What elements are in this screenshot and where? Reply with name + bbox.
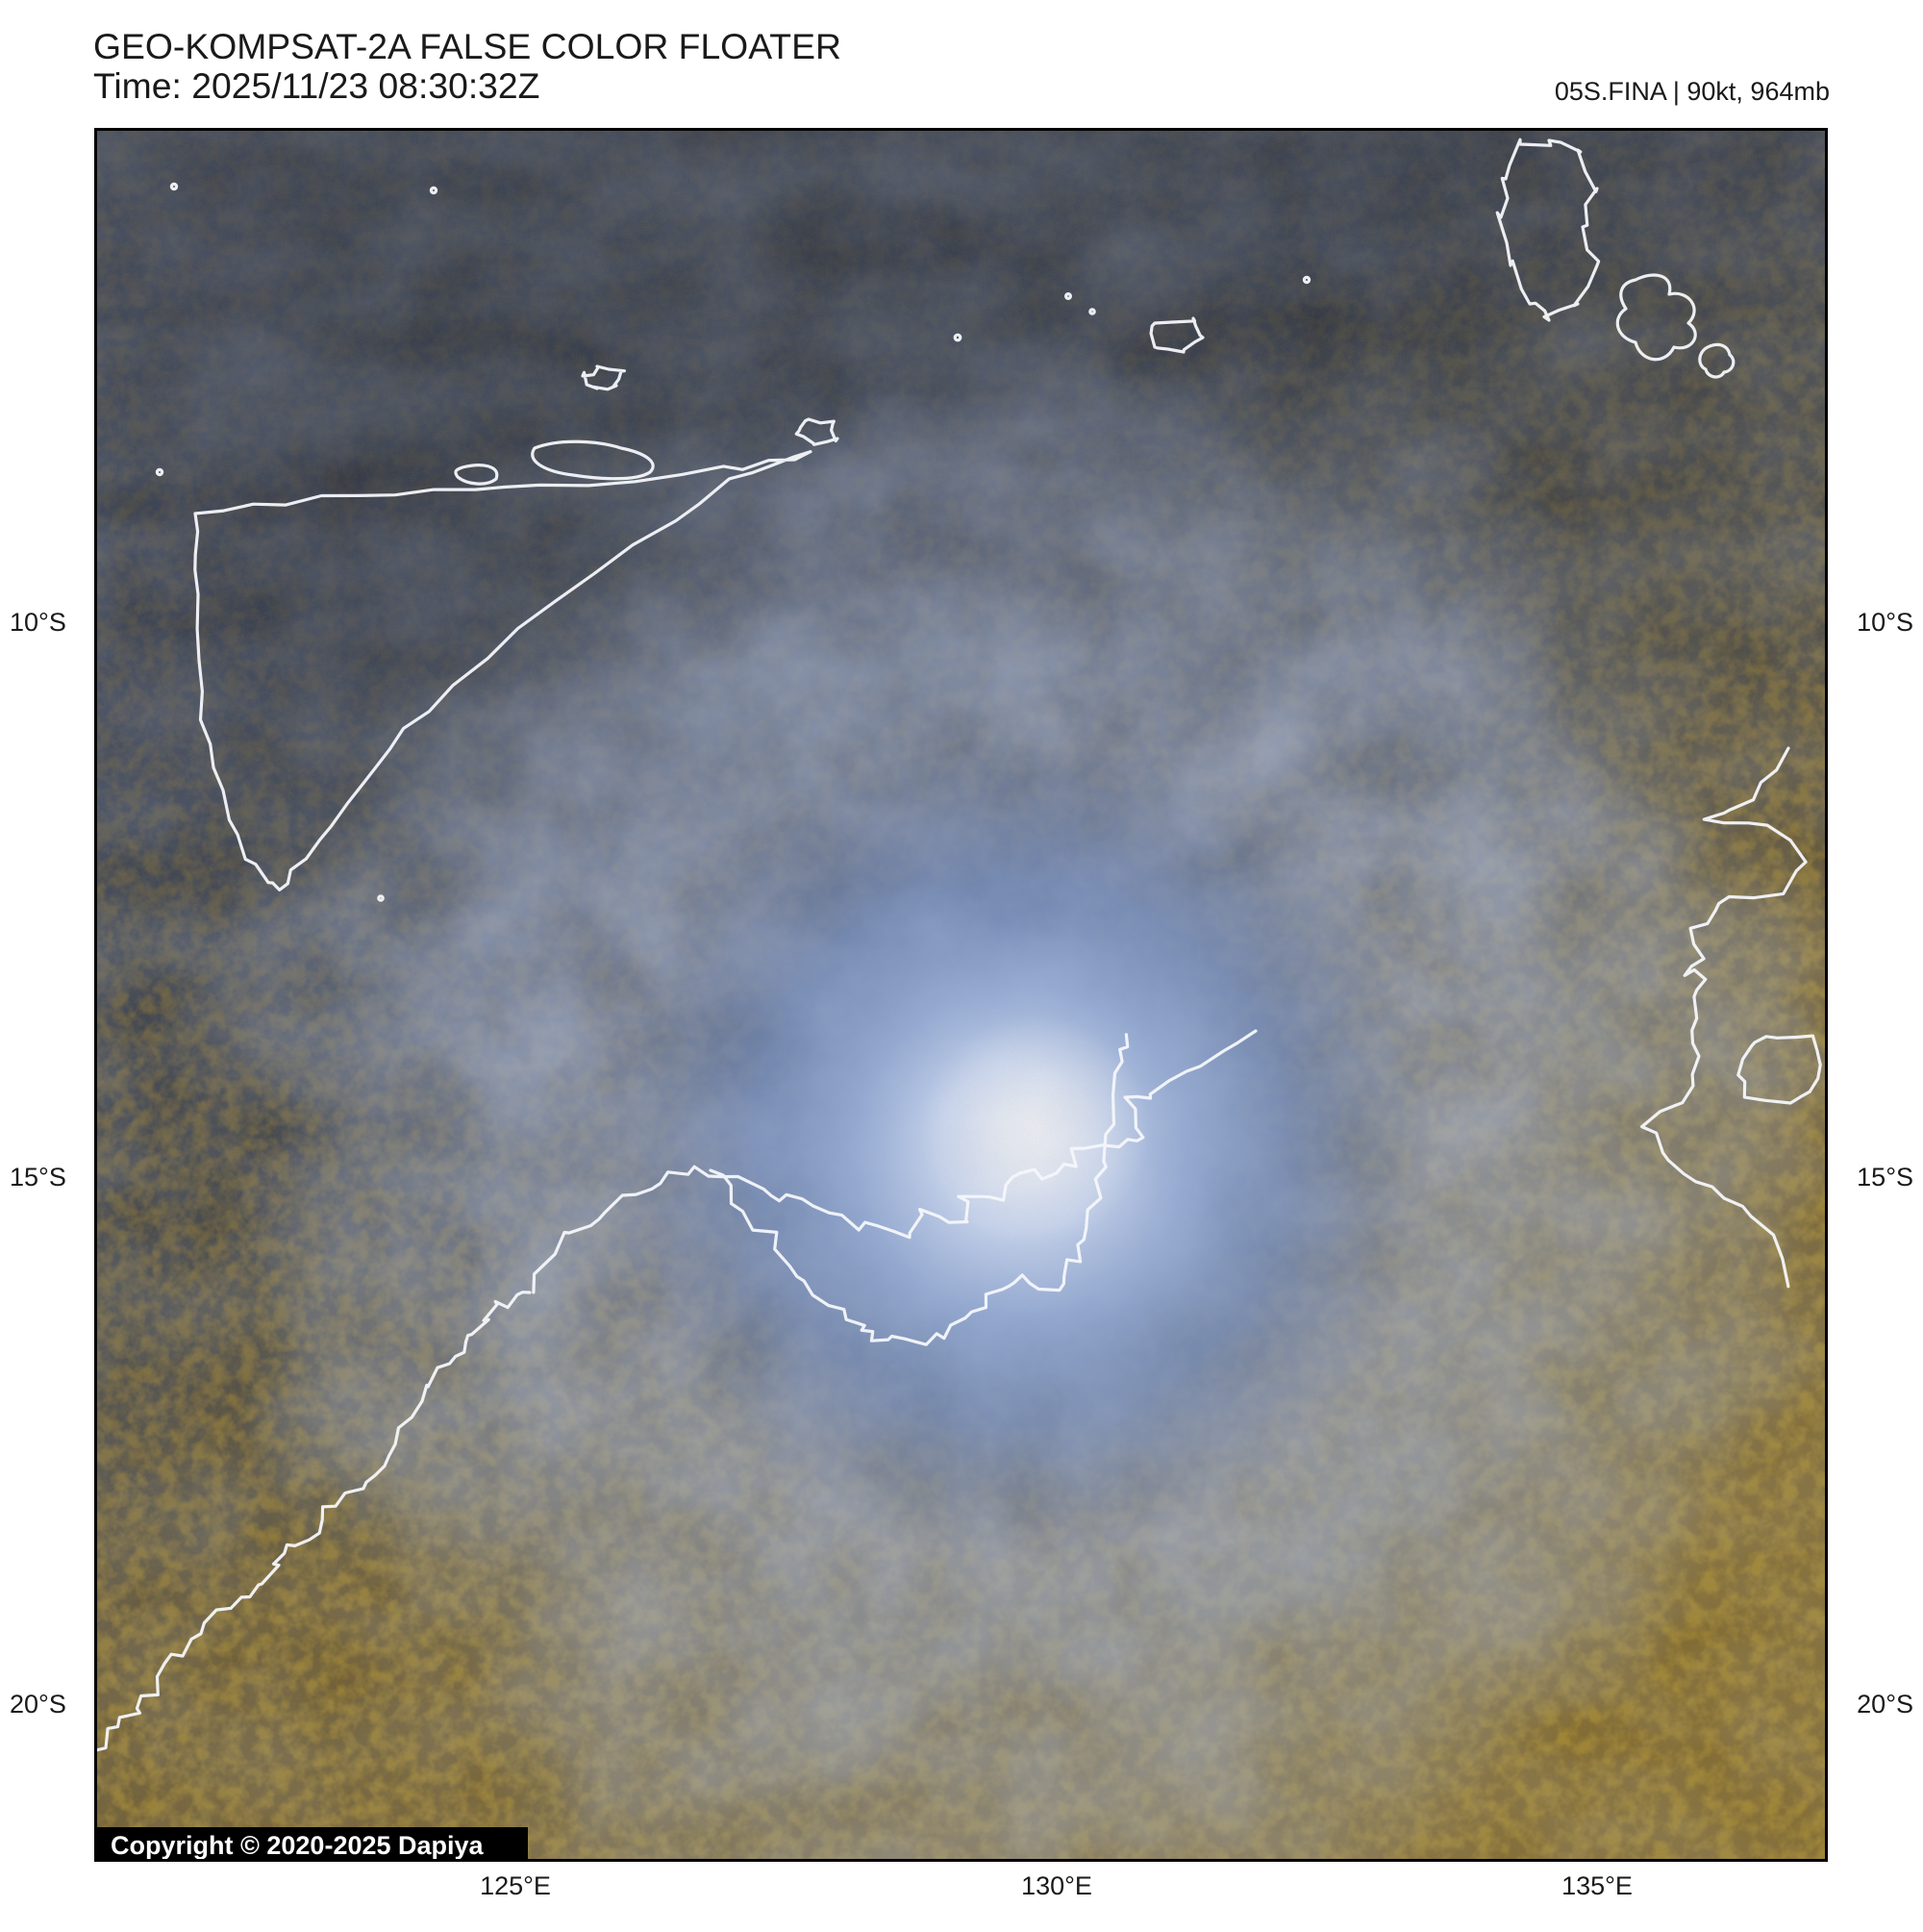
svg-text:Copyright © 2020-2025 Dapiya: Copyright © 2020-2025 Dapiya [111, 1831, 485, 1860]
